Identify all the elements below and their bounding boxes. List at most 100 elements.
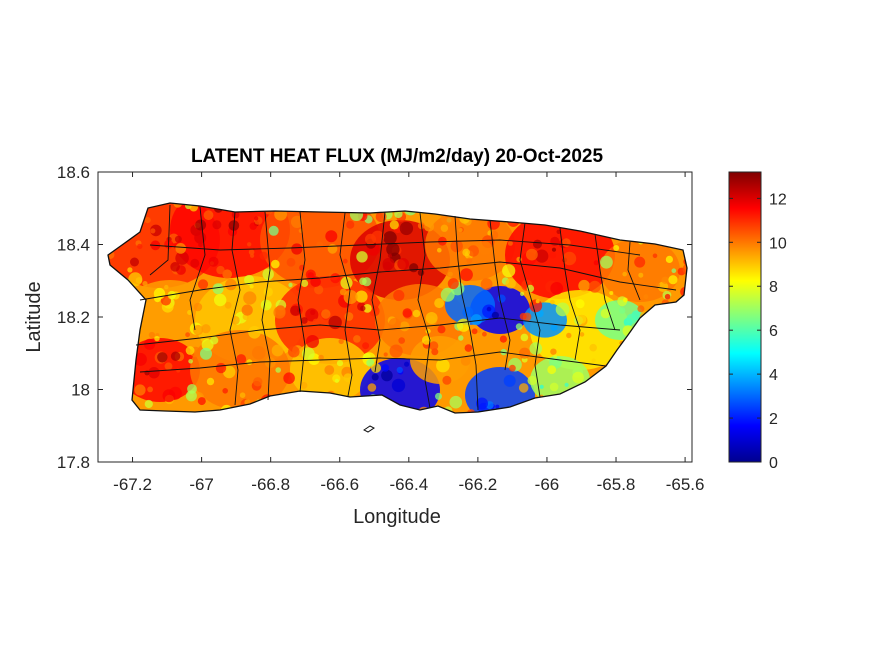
heat-speckle (572, 371, 584, 384)
heat-speckle (434, 298, 445, 309)
heat-speckle (470, 314, 482, 326)
y-tick-label: 17.8 (57, 453, 90, 472)
heat-speckle (251, 346, 266, 360)
heat-speckle (195, 219, 207, 231)
colorbar-tick-label: 6 (769, 323, 778, 340)
chart-title: LATENT HEAT FLUX (MJ/m2/day) 20-Oct-2025 (191, 146, 604, 167)
heat-speckle (312, 318, 320, 325)
heat-speckle (273, 306, 286, 319)
heat-speckle (564, 382, 569, 387)
heat-speckle (330, 273, 341, 284)
heat-speckle (561, 238, 571, 248)
heat-speckle (130, 257, 139, 267)
heat-speckle (271, 259, 280, 269)
heat-speckle (491, 311, 499, 319)
heat-speckle (250, 253, 255, 258)
heat-speckle (682, 263, 687, 276)
heat-speckle (383, 352, 388, 357)
heat-speckle (164, 284, 169, 290)
heat-speckle (185, 390, 197, 402)
heat-speckle (247, 242, 252, 247)
heat-speckle (203, 210, 214, 221)
heat-speckle (144, 217, 151, 224)
heat-speckle (549, 251, 557, 259)
heat-speckle (314, 285, 324, 295)
heat-speckle (462, 248, 471, 257)
heat-speckle (338, 338, 344, 345)
heat-speckle (310, 276, 321, 288)
heat-speckle (497, 294, 506, 303)
heat-speckle (356, 251, 368, 263)
heat-speckle (353, 335, 361, 343)
heat-speckle (288, 282, 293, 288)
heat-speckle (137, 243, 143, 250)
heat-speckle (665, 255, 674, 263)
heat-speckle (562, 251, 577, 266)
heat-speckle (577, 314, 587, 324)
heat-speckle (241, 304, 253, 316)
heat-speckle (222, 269, 232, 280)
heat-speckle (437, 247, 442, 253)
heat-speckle (471, 328, 478, 335)
heat-speckle (499, 335, 507, 343)
heat-speckle (148, 367, 160, 379)
heat-speckle (661, 276, 669, 284)
heat-speckle (623, 297, 628, 303)
heat-speckle (550, 299, 555, 305)
heat-speckle (305, 308, 319, 322)
heat-speckle (382, 257, 395, 270)
heat-speckle (551, 247, 557, 252)
heat-speckle (339, 288, 347, 296)
heat-speckle (550, 324, 558, 332)
y-tick-label: 18 (71, 381, 90, 400)
heat-speckle (389, 344, 403, 358)
heat-speckle (164, 362, 173, 371)
heat-speckle (355, 290, 368, 303)
heat-speckle (249, 284, 254, 289)
heat-speckle (404, 361, 410, 367)
heat-speckle (575, 299, 585, 309)
heat-speckle (399, 221, 414, 236)
heat-speckle (154, 335, 160, 342)
heat-speckle (449, 395, 463, 409)
heat-speckle (363, 304, 372, 313)
heat-speckle (609, 291, 614, 295)
heat-speckle (327, 243, 338, 254)
heat-speckle (467, 409, 476, 413)
heat-speckle (398, 337, 406, 344)
heat-speckle (460, 356, 471, 366)
heat-speckle (550, 348, 557, 355)
heat-speckle (336, 360, 344, 367)
heat-speckle (208, 256, 219, 267)
heat-speckle (193, 302, 203, 312)
heat-speckle (529, 342, 543, 355)
heat-speckle (519, 312, 527, 320)
heat-speckle (246, 359, 253, 366)
x-tick-label: -66.2 (459, 475, 498, 494)
heat-speckle (343, 373, 353, 383)
heat-speckle (259, 251, 268, 260)
colorbar-gradient (728, 171, 762, 463)
heat-speckle (325, 230, 338, 243)
heat-speckle (324, 365, 335, 375)
heat-speckle (363, 353, 371, 361)
heat-speckle (417, 269, 425, 276)
heat-speckle (253, 377, 263, 387)
heat-speckle (526, 248, 538, 261)
heat-speckle (547, 365, 557, 375)
heat-speckle (550, 236, 560, 246)
heat-speckle (185, 332, 191, 338)
heat-speckle (362, 342, 370, 350)
heat-speckle (652, 253, 658, 259)
heat-speckle (520, 333, 529, 342)
heat-speckle (541, 268, 554, 280)
x-tick-label: -66.6 (320, 475, 359, 494)
colorbar: 0 2 4 6 8 10 12 (728, 171, 787, 472)
heat-speckle (214, 293, 227, 307)
heat-speckle (588, 280, 601, 293)
heat-speckle (249, 222, 257, 230)
heat-speckle (622, 271, 627, 277)
heat-speckle (134, 384, 146, 396)
heat-speckle (334, 378, 339, 383)
